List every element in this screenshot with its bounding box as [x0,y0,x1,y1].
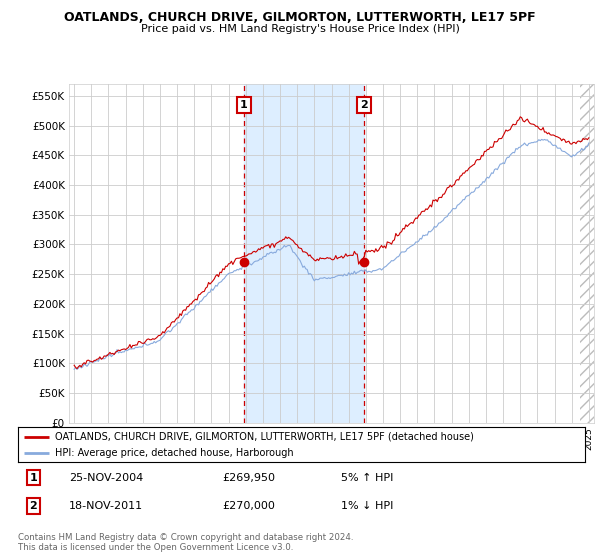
Text: 2: 2 [29,501,37,511]
Bar [244,84,364,423]
Text: This data is licensed under the Open Government Licence v3.0.: This data is licensed under the Open Gov… [18,543,293,552]
Text: 5% ↑ HPI: 5% ↑ HPI [341,473,394,483]
Text: 18-NOV-2011: 18-NOV-2011 [69,501,143,511]
Text: £270,000: £270,000 [222,501,275,511]
Text: 25-NOV-2004: 25-NOV-2004 [69,473,143,483]
Text: Contains HM Land Registry data © Crown copyright and database right 2024.: Contains HM Land Registry data © Crown c… [18,533,353,542]
Text: 1: 1 [240,100,248,110]
Text: £269,950: £269,950 [222,473,275,483]
Text: 1: 1 [29,473,37,483]
Text: Price paid vs. HM Land Registry's House Price Index (HPI): Price paid vs. HM Land Registry's House … [140,24,460,34]
Text: 2: 2 [360,100,368,110]
Text: 1% ↓ HPI: 1% ↓ HPI [341,501,394,511]
Text: OATLANDS, CHURCH DRIVE, GILMORTON, LUTTERWORTH, LE17 5PF (detached house): OATLANDS, CHURCH DRIVE, GILMORTON, LUTTE… [55,432,474,442]
Bar [580,84,594,423]
Text: OATLANDS, CHURCH DRIVE, GILMORTON, LUTTERWORTH, LE17 5PF: OATLANDS, CHURCH DRIVE, GILMORTON, LUTTE… [64,11,536,24]
Text: HPI: Average price, detached house, Harborough: HPI: Average price, detached house, Harb… [55,447,293,458]
Bar [580,84,594,423]
